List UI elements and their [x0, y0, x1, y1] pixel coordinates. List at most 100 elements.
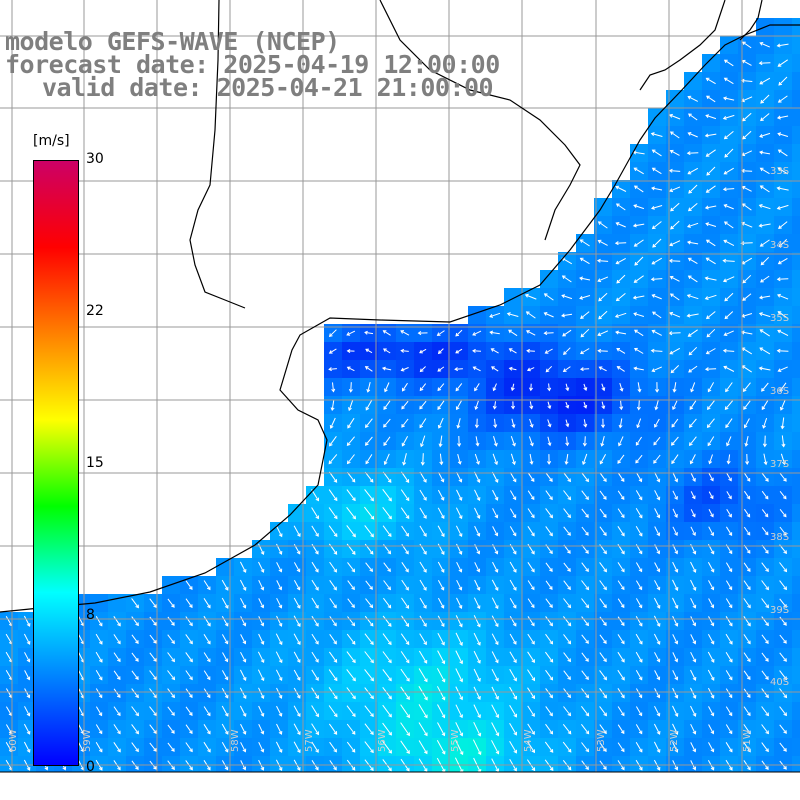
wind-arrow	[778, 239, 788, 248]
wind-arrow	[293, 597, 301, 609]
wind-arrow	[543, 331, 554, 336]
wind-arrow	[617, 688, 625, 699]
wind-speed-cell	[288, 504, 306, 522]
wind-arrow	[547, 419, 552, 428]
wind-arrow	[544, 348, 553, 354]
wind-arrow	[615, 257, 626, 265]
wind-arrow	[598, 310, 608, 320]
wind-arrow	[275, 525, 283, 538]
wind-arrow	[240, 616, 247, 627]
wind-arrow	[580, 348, 590, 355]
wind-arrow	[563, 472, 571, 483]
wind-arrow	[725, 562, 733, 573]
wind-arrow	[668, 258, 681, 263]
wind-arrow	[364, 705, 374, 718]
wind-arrow	[95, 688, 103, 699]
lon-label-59w: 59W	[82, 729, 93, 752]
wind-arrow	[672, 634, 679, 645]
wind-arrow	[636, 418, 642, 429]
wind-arrow	[669, 131, 680, 139]
wind-speed-cell	[792, 468, 800, 486]
wind-arrow	[346, 525, 356, 538]
wind-arrow	[690, 597, 697, 609]
wind-speed-cell	[720, 756, 738, 772]
wind-arrow	[167, 598, 175, 608]
wind-arrow	[437, 597, 445, 609]
wind-arrow	[690, 509, 696, 518]
wind-arrow	[329, 598, 337, 609]
wind-arrow	[346, 454, 355, 465]
wind-arrow	[614, 312, 627, 318]
wind-speed-cell	[792, 648, 800, 666]
wind-arrow	[779, 399, 786, 411]
wind-arrow	[527, 705, 535, 717]
wind-arrow	[708, 491, 714, 500]
wind-arrow	[759, 42, 771, 48]
wind-arrow	[653, 723, 661, 735]
wind-arrow	[778, 221, 788, 230]
wind-arrow	[328, 723, 338, 735]
wind-speed-cell	[144, 756, 162, 772]
wind-arrow	[599, 598, 607, 609]
wind-arrow	[419, 489, 427, 501]
wind-speed-cell	[792, 18, 800, 36]
wind-arrow	[651, 167, 662, 175]
coastline	[0, 0, 800, 613]
wind-arrow	[258, 579, 265, 591]
wind-arrow	[689, 436, 697, 447]
wind-arrow	[474, 400, 479, 410]
wind-arrow	[616, 366, 625, 372]
wind-arrow	[615, 330, 627, 335]
wind-arrow	[650, 205, 663, 210]
wind-arrow	[454, 739, 464, 756]
wind-arrow	[490, 348, 499, 354]
wind-arrow	[221, 634, 229, 645]
wind-arrow	[654, 508, 661, 519]
wind-arrow	[545, 669, 554, 681]
wind-arrow	[636, 400, 641, 411]
wind-arrow	[547, 383, 552, 392]
wind-arrow	[475, 436, 480, 447]
wind-arrow	[311, 705, 319, 718]
wind-arrow	[742, 130, 752, 140]
wind-arrow	[364, 741, 374, 754]
wind-arrow	[597, 330, 609, 337]
wind-arrow	[527, 508, 535, 519]
wind-arrow	[365, 562, 373, 573]
wind-speed-cell	[792, 630, 800, 648]
wind-arrow	[438, 472, 445, 483]
wind-arrow	[615, 293, 626, 302]
wind-arrow	[311, 669, 319, 681]
wind-arrow	[777, 329, 789, 337]
wind-arrow	[383, 400, 391, 410]
wind-arrow	[257, 669, 265, 682]
wind-arrow	[690, 526, 696, 537]
lon-label-52w: 52W	[669, 729, 680, 752]
wind-arrow	[619, 400, 624, 411]
wind-arrow	[509, 490, 517, 501]
wind-arrow	[258, 705, 265, 717]
wind-arrow	[563, 634, 572, 645]
wind-arrow	[581, 723, 590, 735]
wind-arrow	[113, 670, 121, 680]
wind-speed-cell	[792, 342, 800, 360]
wind-arrow	[455, 704, 463, 719]
wind-arrow	[743, 670, 751, 680]
wind-arrow	[221, 741, 229, 753]
wind-arrow	[777, 257, 788, 265]
wind-arrow	[203, 688, 211, 699]
wind-arrow	[653, 436, 661, 446]
wind-arrow	[545, 562, 553, 572]
wind-arrow	[400, 330, 410, 336]
wind-arrow	[780, 417, 785, 430]
wind-arrow	[759, 347, 771, 355]
wind-arrow	[565, 419, 570, 428]
wind-arrow	[239, 669, 247, 681]
wind-arrow	[293, 705, 301, 718]
wind-arrow	[617, 616, 625, 627]
wind-arrow	[707, 669, 715, 681]
wind-speed-cell	[162, 756, 180, 772]
wind-arrow	[545, 472, 553, 482]
wind-arrow	[525, 311, 536, 319]
